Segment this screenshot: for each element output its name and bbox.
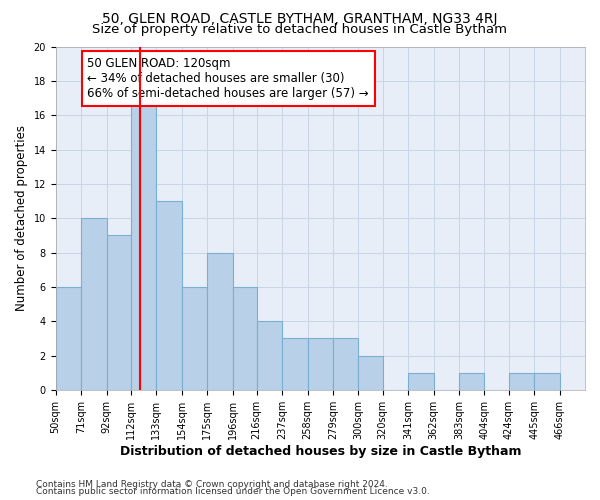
Bar [257, 321, 282, 390]
X-axis label: Distribution of detached houses by size in Castle Bytham: Distribution of detached houses by size … [119, 444, 521, 458]
Bar [207, 252, 233, 390]
Text: 50, GLEN ROAD, CASTLE BYTHAM, GRANTHAM, NG33 4RJ: 50, GLEN ROAD, CASTLE BYTHAM, GRANTHAM, … [102, 12, 498, 26]
Bar [308, 338, 333, 390]
Bar [81, 218, 107, 390]
Bar [282, 338, 308, 390]
Bar [233, 287, 257, 390]
Bar [107, 236, 131, 390]
Y-axis label: Number of detached properties: Number of detached properties [15, 125, 28, 311]
Bar [408, 372, 434, 390]
Bar [131, 98, 156, 390]
Bar [333, 338, 358, 390]
Text: Contains public sector information licensed under the Open Government Licence v3: Contains public sector information licen… [36, 487, 430, 496]
Bar [509, 372, 534, 390]
Bar [182, 287, 207, 390]
Text: 50 GLEN ROAD: 120sqm
← 34% of detached houses are smaller (30)
66% of semi-detac: 50 GLEN ROAD: 120sqm ← 34% of detached h… [88, 57, 369, 100]
Text: Contains HM Land Registry data © Crown copyright and database right 2024.: Contains HM Land Registry data © Crown c… [36, 480, 388, 489]
Bar [56, 287, 81, 390]
Text: Size of property relative to detached houses in Castle Bytham: Size of property relative to detached ho… [92, 22, 508, 36]
Bar [534, 372, 560, 390]
Bar [459, 372, 484, 390]
Bar [156, 201, 182, 390]
Bar [358, 356, 383, 390]
